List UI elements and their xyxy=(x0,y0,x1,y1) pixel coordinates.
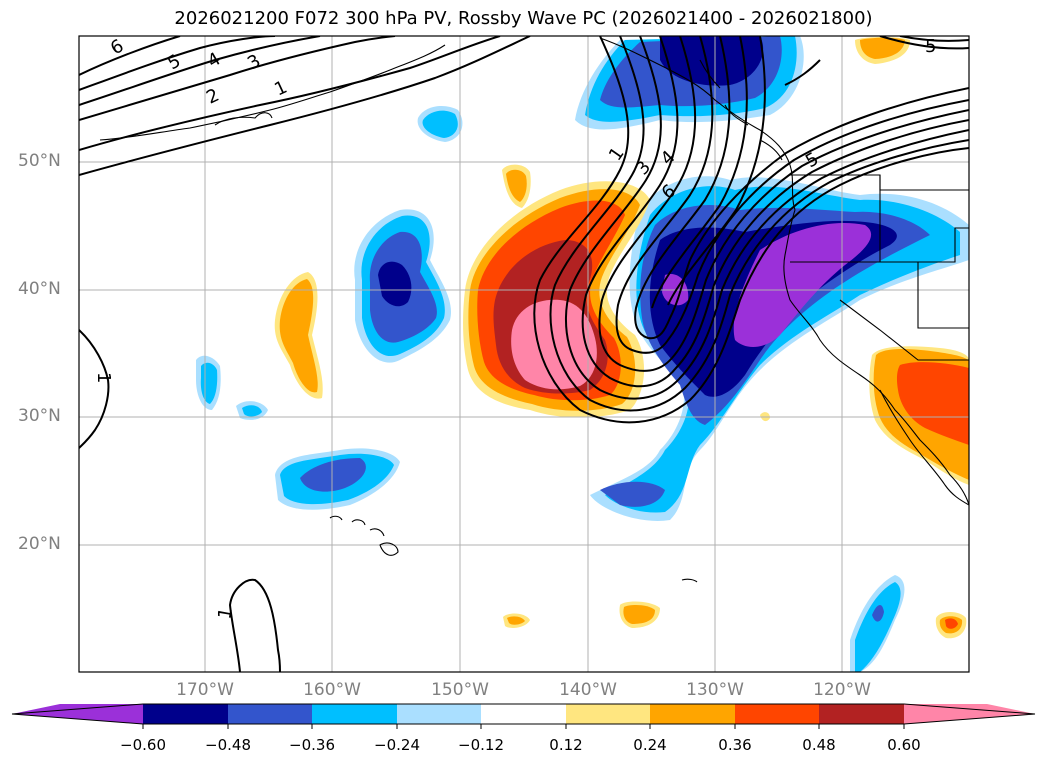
colorbar-tick-label: −0.12 xyxy=(458,736,504,754)
anomaly-southern-california-red xyxy=(896,362,969,445)
colorbar-tick-label: 0.48 xyxy=(802,736,836,754)
colorbar-tick-label: −0.48 xyxy=(205,736,251,754)
anomaly-west-coast-purple xyxy=(733,222,872,347)
anomaly-cyan-tail xyxy=(600,481,665,507)
colorbar-segment xyxy=(481,704,566,724)
colorbar-segment xyxy=(735,704,819,724)
contour-label: 1 xyxy=(93,372,114,383)
lat-label-40n: 40°N xyxy=(18,279,61,299)
colorbar-segment xyxy=(650,704,735,724)
colorbar-segment xyxy=(143,704,228,724)
colorbar-tick-label: −0.60 xyxy=(120,736,166,754)
gridlines xyxy=(79,36,969,672)
lat-label-20n: 20°N xyxy=(18,534,61,554)
anomaly-gulf-alaska-navy xyxy=(660,36,764,86)
colorbar-segment xyxy=(228,704,312,724)
colorbar-segment xyxy=(566,704,650,724)
colorbar-tick-label: 0.24 xyxy=(633,736,667,754)
anomaly-near-hawaii-blue xyxy=(300,458,366,492)
lon-label-150w: 150°W xyxy=(431,680,489,700)
lon-label-120w: 120°W xyxy=(813,680,871,700)
colorbar xyxy=(11,703,1036,729)
coastlines xyxy=(99,37,969,583)
colorbar-segment xyxy=(312,704,397,724)
colorbar-tick-label: 0.12 xyxy=(549,736,583,754)
colorbar-tick-label: 0.60 xyxy=(887,736,921,754)
lon-label-160w: 160°W xyxy=(303,680,361,700)
anomaly-central-pacific-navy xyxy=(378,261,412,307)
lon-label-170w: 170°W xyxy=(176,680,234,700)
map-plot-area xyxy=(79,36,969,672)
colorbar-extend-right xyxy=(904,704,1035,724)
rossby-wave-contours xyxy=(79,36,969,672)
lon-label-130w: 130°W xyxy=(686,680,744,700)
map-title: 2026021200 F072 300 hPa PV, Rossby Wave … xyxy=(174,8,873,29)
lat-label-50n: 50°N xyxy=(18,151,61,171)
contour-label: 5 xyxy=(925,36,936,57)
colorbar-tick-label: 0.36 xyxy=(718,736,752,754)
lon-label-140w: 140°W xyxy=(559,680,617,700)
colorbar-segment xyxy=(819,704,904,724)
map-frame xyxy=(78,35,970,673)
colorbar-tick-label: −0.24 xyxy=(374,736,420,754)
colorbar-tick-label: −0.36 xyxy=(289,736,335,754)
lat-label-30n: 30°N xyxy=(18,406,61,426)
colorbar-extend-left xyxy=(12,704,143,724)
contour-label: 1 xyxy=(214,606,237,621)
colorbar-segment xyxy=(397,704,481,724)
